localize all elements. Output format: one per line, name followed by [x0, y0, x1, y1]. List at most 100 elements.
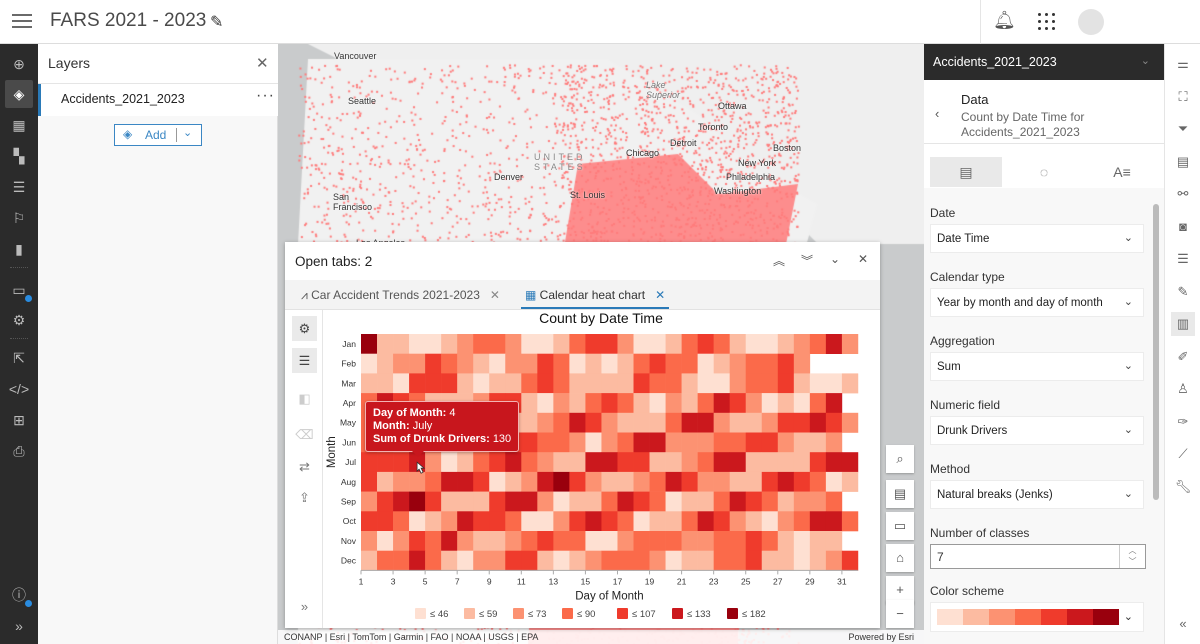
heatmap-cell[interactable] [441, 531, 458, 551]
heatmap-cell[interactable] [409, 373, 426, 394]
heatmap-cell[interactable] [601, 531, 618, 551]
heatmap-cell[interactable] [473, 373, 490, 394]
templates-icon[interactable]: ♙ [1177, 381, 1189, 396]
heatmap-cell[interactable] [793, 452, 811, 473]
heatmap-cell[interactable] [777, 452, 795, 473]
heatmap-cell[interactable] [665, 491, 682, 512]
heatmap-cell[interactable] [761, 412, 779, 433]
heatmap-cell[interactable] [441, 353, 458, 374]
heatmap-cell[interactable] [473, 334, 490, 354]
add-icon[interactable]: ⊕ [13, 56, 25, 72]
heatmap-chart[interactable]: Count by Date Time Jan Feb Mar Apr May Jun Jul A… [323, 310, 880, 628]
heatmap-cell[interactable] [521, 471, 538, 492]
heatmap-cell[interactable] [537, 491, 554, 512]
heatmap-cell[interactable] [825, 393, 843, 414]
fields-icon[interactable]: ▤ [1176, 153, 1190, 169]
heatmap-cell[interactable] [825, 531, 843, 551]
heatmap-cell[interactable] [601, 511, 618, 532]
heatmap-cell[interactable] [761, 550, 779, 571]
heatmap-cell[interactable] [745, 531, 763, 551]
heatmap-cell[interactable] [761, 531, 779, 551]
print-icon[interactable]: ⎙ [13, 443, 25, 459]
grid-dots-icon[interactable] [1038, 13, 1056, 31]
heatmap-cell[interactable] [793, 550, 811, 571]
heatmap-cell[interactable] [601, 452, 618, 473]
heatmap-cell[interactable] [377, 550, 394, 571]
heatmap-cell[interactable] [537, 353, 554, 374]
measure-icon[interactable]: ⟋ [1178, 446, 1188, 461]
heatmap-cell[interactable] [393, 452, 410, 473]
heatmap-cell[interactable] [569, 452, 586, 473]
heatmap-cell[interactable] [505, 373, 522, 394]
heatmap-cell[interactable] [665, 511, 682, 532]
heatmap-cell[interactable] [505, 531, 522, 551]
heatmap-cell[interactable] [617, 353, 634, 374]
heatmap-cell[interactable] [409, 550, 426, 571]
heatmap-cell[interactable] [745, 334, 763, 354]
heatmap-cell[interactable] [441, 373, 458, 394]
embed-icon[interactable]: </> [8, 381, 30, 397]
heatmap-cell[interactable] [633, 550, 650, 571]
heatmap-cell[interactable] [441, 452, 458, 473]
heatmap-cell[interactable] [713, 511, 730, 532]
heatmap-cell[interactable] [665, 432, 682, 453]
heatmap-cell[interactable] [793, 471, 811, 492]
heatmap-cell[interactable] [825, 511, 843, 532]
heatmap-cell[interactable] [633, 393, 650, 414]
heatmap-cell[interactable] [569, 531, 586, 551]
heatmap-cell[interactable] [681, 452, 698, 473]
bell-icon[interactable]: 🔔︎ [993, 10, 1016, 30]
settings-icon[interactable]: ⚙ [12, 312, 26, 328]
heatmap-cell[interactable] [441, 550, 458, 571]
heatmap-cell[interactable] [761, 491, 779, 512]
tools-icon[interactable]: 🔧︎ [1174, 478, 1192, 494]
heatmap-cell[interactable] [393, 491, 410, 512]
heatmap-cell[interactable] [713, 393, 730, 414]
share-icon[interactable]: ⇱ [13, 350, 25, 366]
heatmap-cell[interactable] [537, 531, 554, 551]
heatmap-cell[interactable] [601, 412, 618, 433]
heatmap-cell[interactable] [601, 393, 618, 414]
expand-icon[interactable]: » [15, 618, 23, 634]
heatmap-cell[interactable] [665, 531, 682, 551]
heatmap-cell[interactable] [793, 373, 811, 394]
heatmap-cell[interactable] [617, 452, 634, 473]
heatmap-cell[interactable] [409, 334, 426, 354]
heatmap-cell[interactable] [697, 452, 714, 473]
text-format-icon[interactable]: A≡ [1113, 164, 1131, 180]
heatmap-cell[interactable] [489, 491, 506, 512]
heatmap-cell[interactable] [377, 334, 394, 354]
heatmap-cell[interactable] [697, 353, 714, 374]
heatmap-cell[interactable] [665, 471, 682, 492]
configure-charts-icon[interactable]: ▥ [1171, 312, 1195, 336]
heatmap-cell[interactable] [489, 550, 506, 571]
heatmap-cell[interactable] [777, 491, 795, 512]
properties-icon[interactable]: ⚌ [1177, 56, 1189, 71]
heatmap-cell[interactable] [713, 491, 730, 512]
heatmap-cell[interactable] [649, 353, 666, 374]
heatmap-cell[interactable] [745, 432, 763, 453]
heatmap-cell[interactable] [425, 511, 442, 532]
heatmap-cell[interactable] [441, 491, 458, 512]
search-icon[interactable]: ⌕ [886, 445, 914, 473]
sketch-icon[interactable]: ✎ [1177, 283, 1189, 299]
heatmap-cell[interactable] [793, 432, 811, 453]
heatmap-cell[interactable] [729, 452, 747, 473]
heatmap-cell[interactable] [521, 373, 538, 394]
swap-icon[interactable]: ⇄ [299, 459, 310, 474]
heatmap-cell[interactable] [713, 432, 730, 453]
heatmap-cell[interactable] [553, 452, 570, 473]
heatmap-cell[interactable] [553, 550, 570, 571]
heatmap-cell[interactable] [681, 353, 698, 374]
heatmap-cell[interactable] [649, 373, 666, 394]
heatmap-cell[interactable] [681, 334, 698, 354]
heatmap-cell[interactable] [633, 452, 650, 473]
heatmap-cell[interactable] [729, 373, 747, 394]
heatmap-cell[interactable] [617, 334, 634, 354]
heatmap-cell[interactable] [745, 471, 763, 492]
heatmap-cell[interactable] [553, 353, 570, 374]
collapse-icon[interactable]: « [1179, 616, 1187, 631]
heatmap-cell[interactable] [697, 511, 714, 532]
heatmap-cell[interactable] [537, 334, 554, 354]
heatmap-cell[interactable] [377, 531, 394, 551]
